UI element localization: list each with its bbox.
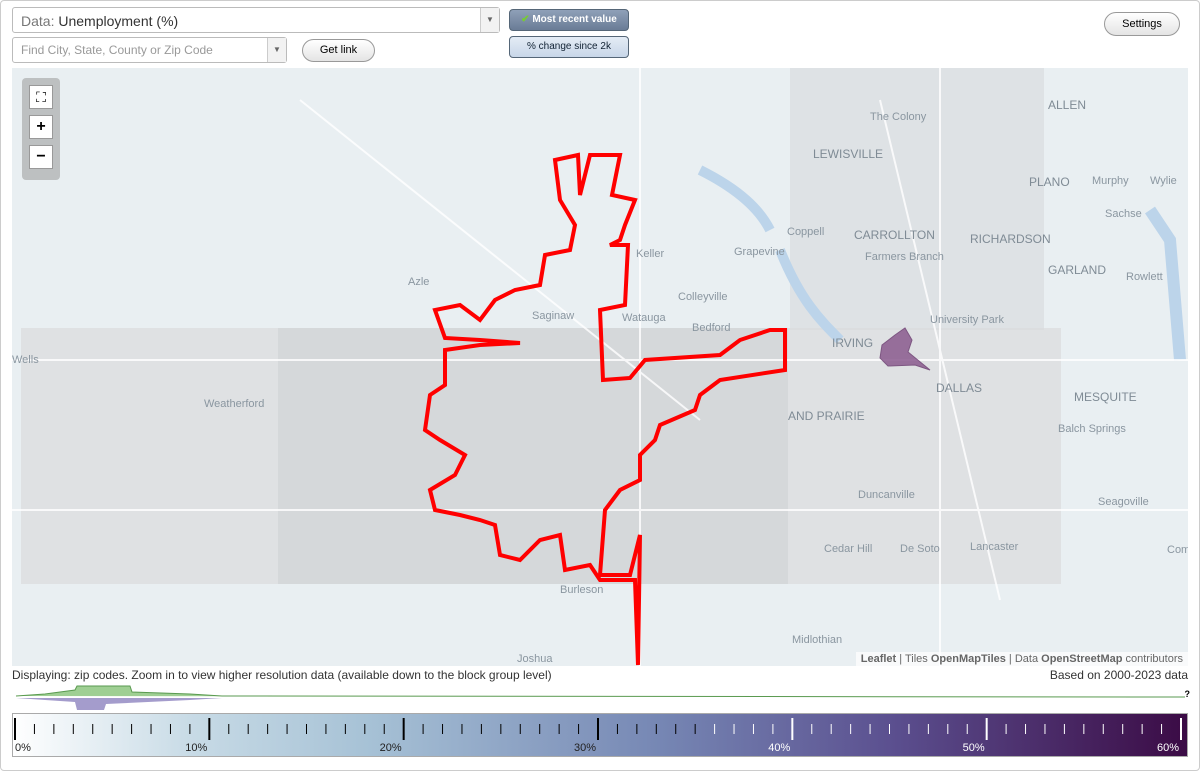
help-icon[interactable]: ? (1185, 689, 1191, 699)
legend-tick-label: 40% (768, 742, 790, 754)
data-label: Data: (21, 13, 55, 29)
place-label: Rowlett (1126, 271, 1163, 283)
settings-button[interactable]: Settings (1104, 12, 1180, 36)
place-label: Seagoville (1098, 496, 1149, 508)
place-label: Weatherford (204, 398, 265, 410)
place-label: Lancaster (970, 541, 1019, 553)
attr-sep: | (899, 653, 903, 665)
place-label: Bedford (692, 322, 731, 334)
zoom-in-button[interactable]: + (29, 115, 53, 139)
attr-sep: | (1008, 653, 1012, 665)
legend-scale: 0% 10% 20% 30% 40% 50% 60% (14, 718, 1182, 754)
legend-tick-label: 0% (15, 742, 31, 754)
place-label: Saginaw (532, 310, 575, 322)
selected-boundary[interactable] (422, 152, 787, 666)
place-label: MESQUITE (1074, 390, 1137, 404)
place-label: Sachse (1105, 208, 1142, 220)
attribution: Leaflet | Tiles OpenMapTiles | Data Open… (855, 652, 1188, 666)
place-label: AND PRAIRIE (788, 409, 865, 423)
region-polygon[interactable] (879, 327, 931, 371)
based-on-note: Based on 2000-2023 data (1049, 668, 1188, 682)
place-label: LEWISVILLE (813, 147, 884, 161)
attr-text: contributors (1125, 653, 1183, 665)
place-label: Wylie (1150, 175, 1177, 187)
search-placeholder: Find City, State, County or Zip Code (21, 43, 213, 57)
histogram-recent (15, 685, 1186, 698)
legend-tick-label: 10% (185, 742, 207, 754)
place-label: Balch Springs (1058, 423, 1126, 435)
place-label: Grapevine (734, 246, 785, 258)
place-label: CARROLLTON (854, 228, 935, 242)
attr-text: Data (1014, 653, 1039, 665)
zoom-control: ⛶ + − (22, 78, 60, 180)
place-label: Farmers Branch (865, 251, 944, 263)
map[interactable]: Joshua Midlothian Burleson Combine Lancaster… (12, 68, 1188, 666)
data-select[interactable]: Data: Unemployment (%) ▼ (12, 7, 500, 33)
legend-tick-label: 30% (574, 742, 596, 754)
legend-tick-label: 50% (963, 742, 985, 754)
place-label: Coppell (787, 226, 825, 238)
zoom-out-button[interactable]: − (29, 145, 53, 169)
place-label: Wells (12, 354, 39, 366)
toggle-recent-text: Most recent value (532, 14, 617, 25)
attr-link[interactable]: OpenStreetMap (1041, 653, 1123, 665)
place-label: Combine (1167, 544, 1188, 556)
histogram-change (16, 698, 222, 710)
attr-link[interactable]: Leaflet (860, 653, 897, 665)
place-label: Watauga (622, 312, 666, 324)
attr-link[interactable]: OpenMapTiles (930, 653, 1006, 665)
place-label: Keller (636, 248, 665, 260)
map-layer (12, 68, 1188, 666)
lake (1145, 206, 1186, 361)
get-link-button[interactable]: Get link (302, 39, 375, 62)
overlay-region (790, 68, 1044, 330)
place-label: ALLEN (1048, 98, 1087, 112)
fullscreen-button[interactable]: ⛶ (29, 85, 53, 109)
place-label: RICHARDSON (970, 232, 1051, 246)
toggle-recent[interactable]: ✔ Most recent value (509, 9, 629, 31)
lake (697, 165, 844, 344)
check-icon: ✔ (521, 14, 530, 25)
place-label: Cedar Hill (824, 543, 873, 555)
place-label: Joshua (517, 653, 553, 665)
toggle-change[interactable]: % change since 2k (509, 36, 629, 58)
place-label: Colleyville (678, 291, 728, 303)
data-value: Unemployment (%) (58, 13, 179, 29)
place-label: The Colony (870, 111, 927, 123)
histogram: ? (15, 685, 1191, 710)
legend-colorbar: 0% 10% 20% 30% 40% 50% 60% (12, 713, 1188, 757)
place-label: De Soto (900, 543, 940, 555)
place-label: IRVING (832, 336, 874, 350)
dropdown-arrow: ▼ (267, 38, 286, 62)
place-label: University Park (930, 314, 1004, 326)
place-label: Azle (408, 276, 430, 288)
legend-tick-label: 20% (380, 742, 402, 754)
place-label: GARLAND (1048, 263, 1107, 277)
place-label: Burleson (560, 584, 604, 596)
legend-tick-label: 60% (1157, 742, 1179, 754)
search-input[interactable]: Find City, State, County or Zip Code ▼ (12, 37, 287, 63)
attr-text: Tiles (904, 653, 928, 665)
place-label: Murphy (1092, 175, 1129, 187)
displaying-note: Displaying: zip codes. Zoom in to view h… (12, 668, 552, 682)
place-label: Midlothian (792, 634, 843, 646)
place-label: Duncanville (858, 489, 915, 501)
dropdown-arrow: ▼ (480, 8, 499, 32)
overlay-region (278, 328, 788, 584)
place-label: DALLAS (936, 381, 983, 395)
place-label: PLANO (1029, 175, 1070, 189)
